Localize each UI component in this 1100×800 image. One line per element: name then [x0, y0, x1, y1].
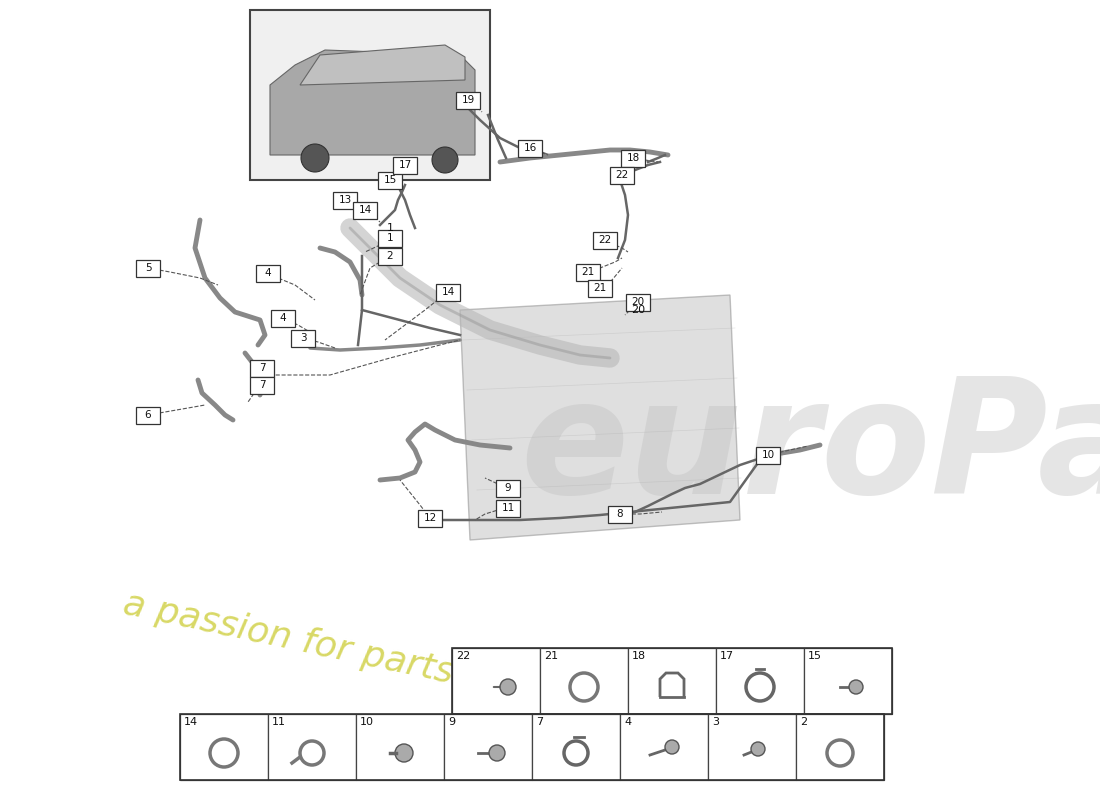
- Text: 2: 2: [387, 251, 394, 261]
- Bar: [608, 506, 632, 522]
- Bar: [436, 283, 460, 301]
- Bar: [756, 446, 780, 463]
- Bar: [708, 714, 796, 780]
- Text: 7: 7: [536, 717, 543, 727]
- Bar: [540, 648, 628, 714]
- Bar: [271, 310, 295, 326]
- Bar: [393, 157, 417, 174]
- Text: 21: 21: [593, 283, 606, 293]
- Bar: [418, 510, 442, 526]
- Text: 10: 10: [761, 450, 774, 460]
- Polygon shape: [460, 295, 740, 540]
- Bar: [496, 499, 520, 517]
- Bar: [256, 265, 280, 282]
- Text: 22: 22: [456, 651, 471, 661]
- Bar: [716, 648, 804, 714]
- Bar: [250, 10, 490, 180]
- Bar: [356, 714, 444, 780]
- Bar: [620, 714, 708, 780]
- Circle shape: [751, 742, 764, 756]
- Circle shape: [500, 679, 516, 695]
- Bar: [593, 231, 617, 249]
- Circle shape: [395, 744, 412, 762]
- Bar: [626, 294, 650, 310]
- Bar: [444, 714, 532, 780]
- Text: 8: 8: [617, 509, 624, 519]
- Bar: [456, 91, 480, 109]
- Bar: [378, 247, 402, 265]
- Bar: [250, 359, 274, 377]
- Bar: [804, 648, 892, 714]
- Text: 7: 7: [258, 363, 265, 373]
- Text: 22: 22: [598, 235, 612, 245]
- Text: 3: 3: [299, 333, 306, 343]
- Bar: [136, 406, 160, 423]
- Text: 10: 10: [360, 717, 374, 727]
- Bar: [250, 377, 274, 394]
- Bar: [576, 263, 600, 281]
- Circle shape: [666, 740, 679, 754]
- Text: euroPares: euroPares: [520, 373, 1100, 527]
- Text: 17: 17: [398, 160, 411, 170]
- Text: 14: 14: [441, 287, 454, 297]
- Text: 12: 12: [424, 513, 437, 523]
- Text: 5: 5: [145, 263, 152, 273]
- Text: 15: 15: [384, 175, 397, 185]
- Polygon shape: [270, 50, 475, 155]
- Text: 16: 16: [524, 143, 537, 153]
- Bar: [353, 202, 377, 218]
- Text: 14: 14: [359, 205, 372, 215]
- Circle shape: [432, 147, 458, 173]
- Text: a passion for parts since 1985: a passion for parts since 1985: [120, 586, 661, 734]
- Text: 2: 2: [800, 717, 807, 727]
- Text: 14: 14: [184, 717, 198, 727]
- Text: 6: 6: [145, 410, 152, 420]
- Text: 15: 15: [808, 651, 822, 661]
- Bar: [268, 714, 356, 780]
- Text: 9: 9: [448, 717, 455, 727]
- Circle shape: [490, 745, 505, 761]
- Text: 7: 7: [258, 380, 265, 390]
- Text: 1: 1: [387, 233, 394, 243]
- Bar: [378, 230, 402, 246]
- Text: 18: 18: [632, 651, 646, 661]
- Bar: [180, 714, 268, 780]
- Bar: [610, 166, 634, 183]
- Bar: [292, 330, 315, 346]
- Text: 18: 18: [626, 153, 639, 163]
- Text: 20: 20: [631, 305, 645, 315]
- Bar: [136, 259, 160, 277]
- Text: 19: 19: [461, 95, 474, 105]
- Text: 4: 4: [265, 268, 272, 278]
- Text: 21: 21: [544, 651, 558, 661]
- Text: 9: 9: [505, 483, 512, 493]
- Bar: [796, 714, 884, 780]
- Text: 20: 20: [631, 297, 645, 307]
- Bar: [621, 150, 645, 166]
- Bar: [180, 714, 884, 780]
- Text: 17: 17: [720, 651, 734, 661]
- Bar: [452, 648, 892, 714]
- Text: 11: 11: [502, 503, 515, 513]
- Text: 1: 1: [386, 223, 394, 233]
- Bar: [496, 479, 520, 497]
- Bar: [588, 279, 612, 297]
- Bar: [532, 714, 620, 780]
- Text: 21: 21: [582, 267, 595, 277]
- Text: 13: 13: [339, 195, 352, 205]
- Text: 11: 11: [272, 717, 286, 727]
- Text: 22: 22: [615, 170, 628, 180]
- Polygon shape: [300, 45, 465, 85]
- Circle shape: [849, 680, 864, 694]
- Bar: [518, 139, 542, 157]
- Bar: [628, 648, 716, 714]
- Bar: [452, 648, 540, 714]
- Bar: [378, 171, 402, 189]
- Bar: [333, 191, 358, 209]
- Circle shape: [301, 144, 329, 172]
- Text: 4: 4: [279, 313, 286, 323]
- Text: 3: 3: [712, 717, 719, 727]
- Text: 4: 4: [624, 717, 631, 727]
